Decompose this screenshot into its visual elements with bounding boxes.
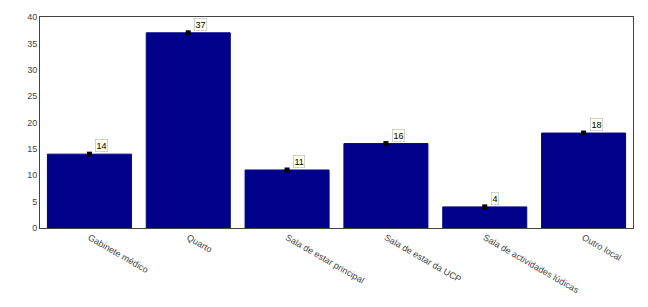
svg-text:Sala de estar da UCP: Sala de estar da UCP — [383, 232, 463, 284]
svg-text:Quarto: Quarto — [185, 232, 214, 254]
svg-text:25: 25 — [27, 91, 37, 101]
svg-text:37: 37 — [196, 20, 206, 30]
svg-text:14: 14 — [97, 141, 107, 151]
svg-text:4: 4 — [493, 194, 498, 204]
svg-text:11: 11 — [295, 157, 304, 167]
svg-text:Gabinete médico: Gabinete médico — [86, 232, 150, 275]
svg-text:20: 20 — [27, 118, 37, 128]
svg-text:15: 15 — [27, 144, 37, 154]
svg-text:40: 40 — [27, 12, 37, 22]
svg-text:30: 30 — [27, 65, 37, 75]
svg-text:35: 35 — [27, 39, 37, 49]
svg-text:Sala de actividades lúdicas: Sala de actividades lúdicas — [482, 232, 581, 295]
svg-text:10: 10 — [27, 170, 37, 180]
svg-text:18: 18 — [592, 120, 602, 130]
svg-text:0: 0 — [32, 223, 37, 233]
svg-text:Sala de estar principal: Sala de estar principal — [284, 232, 366, 285]
svg-text:5: 5 — [32, 197, 37, 207]
svg-text:16: 16 — [394, 131, 404, 141]
svg-text:Outro local: Outro local — [580, 232, 623, 262]
